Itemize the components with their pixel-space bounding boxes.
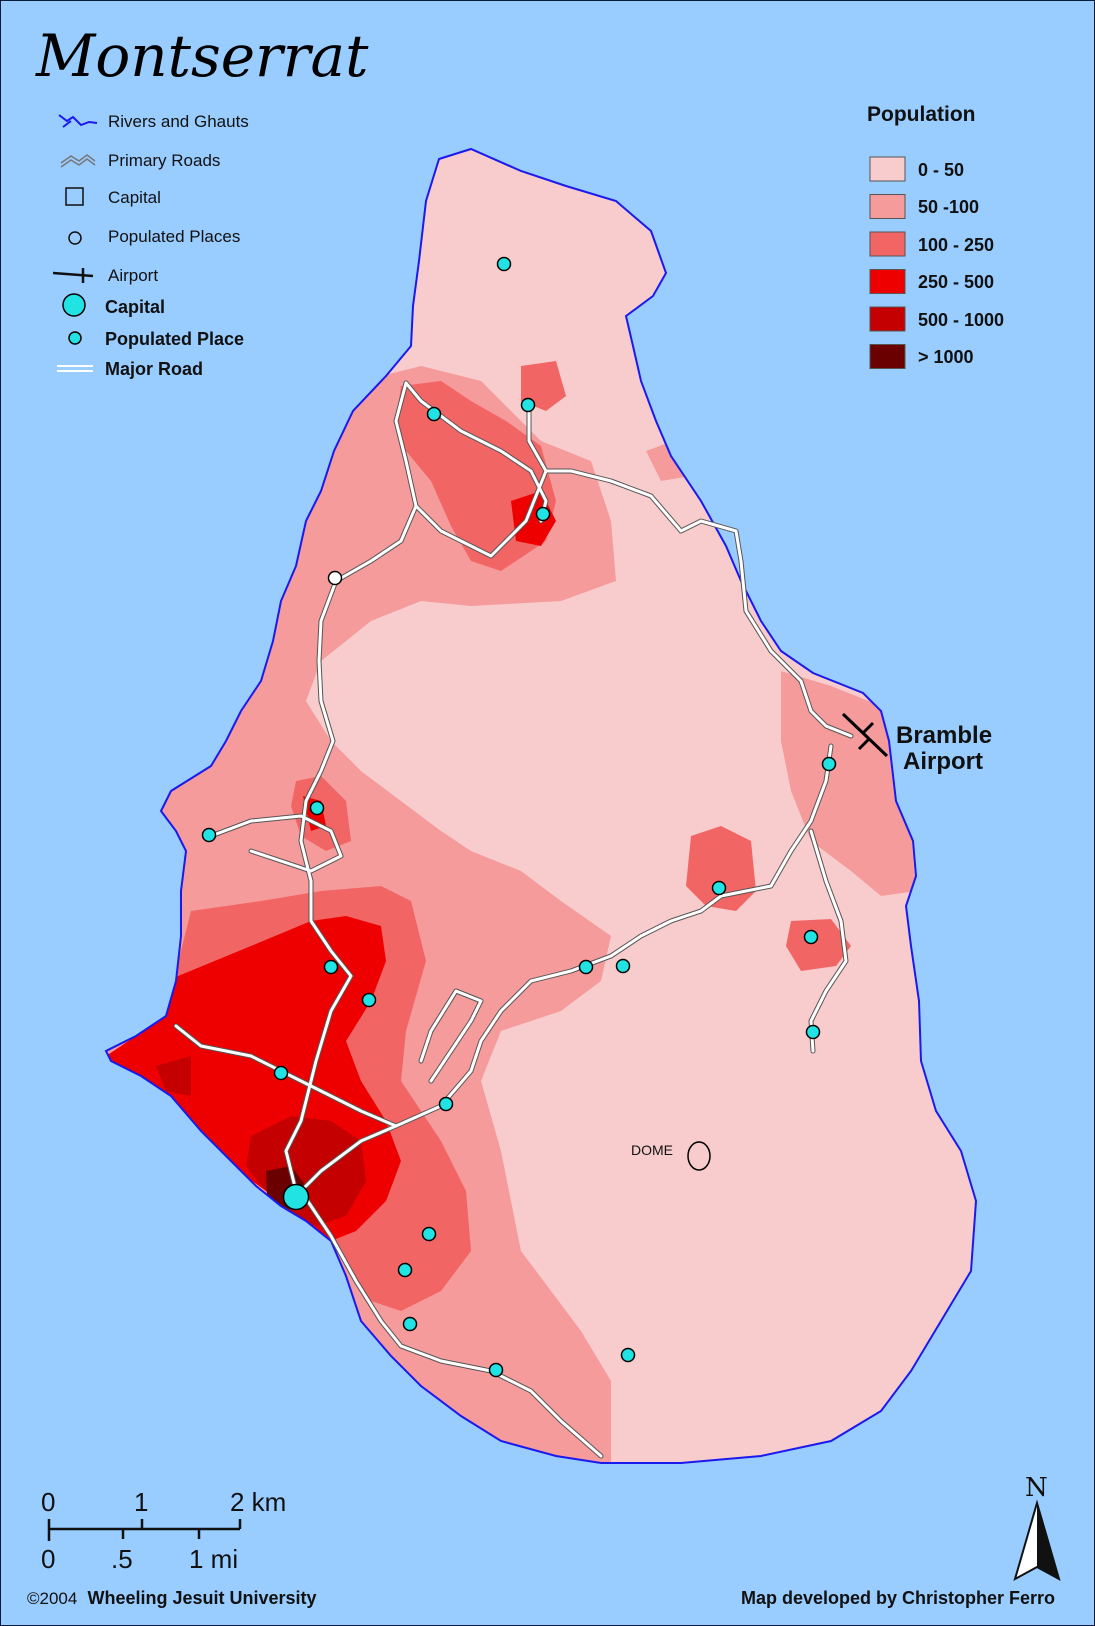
credit-developer: Map developed by Christopher Ferro <box>741 1588 1055 1608</box>
symbol-legend: Rivers and Ghauts Primary Roads Capital … <box>52 112 249 379</box>
hollow-populated-place-marker <box>327 570 343 586</box>
populated-place-marker <box>578 959 594 975</box>
population-legend-title: Population <box>867 103 976 126</box>
square-icon <box>65 187 84 206</box>
population-legend-swatches <box>869 156 906 369</box>
dome-label: DOME <box>631 1142 673 1158</box>
populated-place-marker <box>496 256 512 272</box>
legend-label-primary-roads: Primary Roads <box>108 151 220 170</box>
population-swatch <box>869 156 906 182</box>
airport-icon <box>52 268 94 283</box>
populated-place-marker <box>361 992 377 1008</box>
population-legend: Population 0 - 50 50 -100 100 - 250 250 … <box>867 103 1004 369</box>
credit-institution: Wheeling Jesuit University <box>87 1588 316 1608</box>
scale-bar: 0 1 2 km 0 .5 1 mi <box>41 1487 286 1574</box>
populated-place-marker <box>273 1065 289 1081</box>
populated-place-marker <box>805 1024 821 1040</box>
populated-places <box>201 256 837 1378</box>
population-swatch <box>869 231 906 257</box>
hollow-circle-icon <box>68 231 82 245</box>
legend-label-capital-square: Capital <box>108 188 161 207</box>
large-cyan-dot-icon <box>62 293 86 317</box>
map-title: Montserrat <box>35 22 369 90</box>
population-class-label: 100 - 250 <box>918 235 994 255</box>
populated-place-marker <box>488 1362 504 1378</box>
coastline <box>104 147 978 1464</box>
population-swatch <box>869 269 906 294</box>
river-icon <box>58 114 98 128</box>
north-arrow: N <box>1013 1473 1061 1582</box>
airport-runway <box>841 712 889 758</box>
double-line-road-icon <box>57 365 93 372</box>
populated-place-marker <box>711 880 727 896</box>
population-swatch <box>869 194 906 219</box>
zone-100-250-central <box>686 826 756 911</box>
credit-copyright: ©2004 <box>27 1589 77 1608</box>
zone-500-1000-west-tip <box>156 1056 191 1096</box>
populated-place-marker <box>620 1347 636 1363</box>
populated-place-marker <box>520 397 536 413</box>
scale-km-tick-0: 0 <box>41 1487 55 1517</box>
legend-label-populated-places: Populated Places <box>108 227 240 246</box>
airport-label-line1: Bramble <box>896 722 992 749</box>
population-class-label: 0 - 50 <box>918 160 964 180</box>
populated-place-marker <box>803 929 819 945</box>
populated-place-marker <box>397 1262 413 1278</box>
populated-place-marker <box>323 959 339 975</box>
legend-label-rivers: Rivers and Ghauts <box>108 112 249 131</box>
populated-place-marker <box>421 1226 437 1242</box>
scale-km-tick-2: 2 km <box>230 1487 286 1517</box>
zone-50-100-northeast <box>646 441 691 481</box>
scale-mi-tick-0: 0 <box>41 1544 55 1574</box>
scale-km-tick-1: 1 <box>134 1487 148 1517</box>
airport-label-line2: Airport <box>903 748 983 775</box>
legend-label-populated-place: Populated Place <box>105 329 244 349</box>
populated-place-marker <box>201 827 217 843</box>
credit-copyright-line: ©2004 Wheeling Jesuit University <box>27 1588 317 1608</box>
scale-mi-tick-2: 1 mi <box>189 1544 238 1574</box>
legend-label-capital-dot: Capital <box>105 297 165 317</box>
populated-place-marker <box>438 1096 454 1112</box>
zone-500-1000 <box>246 1116 366 1226</box>
primary-road-icon <box>60 154 96 168</box>
zone-100-250-east-village <box>786 919 851 971</box>
capital-marker <box>282 1183 310 1211</box>
small-cyan-dot-icon <box>68 331 82 345</box>
population-class-label: 500 - 1000 <box>918 310 1004 330</box>
populated-place-marker <box>309 800 325 816</box>
population-class-label: 50 -100 <box>918 197 979 217</box>
populated-place-marker <box>615 958 631 974</box>
populated-place-marker <box>402 1316 418 1332</box>
population-swatch <box>869 306 906 332</box>
populated-place-marker <box>426 406 442 422</box>
legend-label-airport: Airport <box>108 266 158 285</box>
populated-place-marker <box>821 756 837 772</box>
zone-100-250-north-small <box>521 361 566 411</box>
populated-place-marker <box>535 506 551 522</box>
legend-label-major-road: Major Road <box>105 359 203 379</box>
population-class-label: 250 - 500 <box>918 272 994 292</box>
north-arrow-label: N <box>1025 1473 1048 1503</box>
scale-mi-tick-1: .5 <box>111 1544 133 1574</box>
population-class-label: > 1000 <box>918 347 974 367</box>
dome-outline <box>687 1141 711 1171</box>
population-swatch <box>869 344 906 369</box>
major-roads <box>173 380 854 1459</box>
